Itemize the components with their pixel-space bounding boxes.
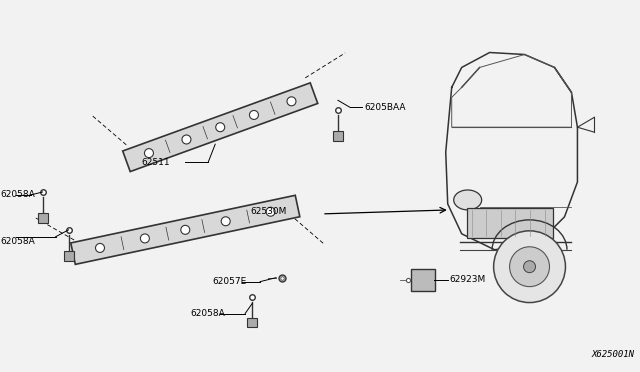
FancyBboxPatch shape: [333, 131, 343, 141]
FancyBboxPatch shape: [247, 318, 257, 327]
FancyBboxPatch shape: [411, 269, 435, 291]
Circle shape: [95, 243, 104, 253]
Circle shape: [524, 261, 536, 273]
Circle shape: [216, 123, 225, 132]
Text: 62511: 62511: [141, 158, 170, 167]
Text: 6205BAA: 6205BAA: [364, 103, 405, 112]
Ellipse shape: [454, 190, 482, 210]
Text: 62058A: 62058A: [1, 237, 35, 246]
Text: X625001N: X625001N: [591, 350, 634, 359]
Circle shape: [287, 97, 296, 106]
Circle shape: [182, 135, 191, 144]
Circle shape: [493, 231, 566, 302]
FancyBboxPatch shape: [63, 251, 74, 261]
Text: 62058A: 62058A: [190, 309, 225, 318]
FancyBboxPatch shape: [38, 213, 47, 223]
FancyBboxPatch shape: [467, 208, 554, 238]
Circle shape: [140, 234, 149, 243]
Circle shape: [181, 225, 190, 234]
Text: 62923M: 62923M: [450, 275, 486, 284]
Circle shape: [221, 217, 230, 226]
Circle shape: [509, 247, 550, 286]
Circle shape: [145, 149, 154, 158]
Circle shape: [250, 110, 259, 119]
Polygon shape: [123, 83, 317, 171]
Text: 62530M: 62530M: [250, 208, 287, 217]
Circle shape: [266, 207, 275, 216]
Text: 62058A: 62058A: [1, 190, 35, 199]
Polygon shape: [71, 195, 300, 264]
Text: 62057E: 62057E: [212, 277, 246, 286]
